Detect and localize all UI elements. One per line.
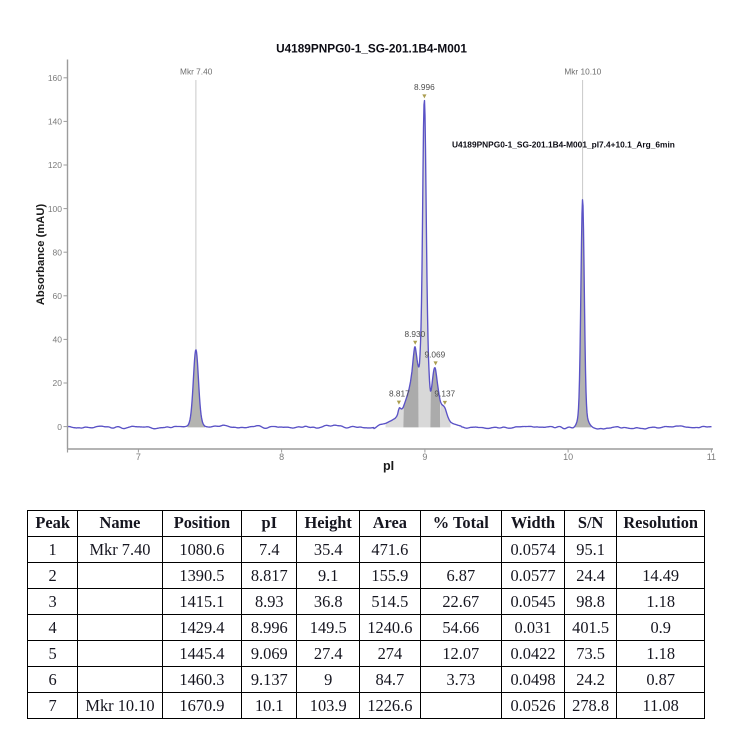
svg-text:7: 7	[136, 452, 141, 462]
svg-text:U4189PNPG0-1_SG-201.1B4-M001: U4189PNPG0-1_SG-201.1B4-M001	[276, 42, 467, 56]
svg-text:9: 9	[422, 452, 427, 462]
svg-text:60: 60	[53, 291, 63, 301]
svg-text:10: 10	[563, 452, 573, 462]
svg-text:8.930: 8.930	[405, 329, 426, 339]
svg-text:100: 100	[48, 204, 62, 214]
svg-text:Mkr 7.40: Mkr 7.40	[180, 67, 213, 77]
svg-text:0: 0	[57, 422, 62, 432]
svg-text:120: 120	[48, 160, 62, 170]
svg-text:40: 40	[53, 335, 63, 345]
svg-text:U4189PNPG0-1_SG-201.1B4-M001_p: U4189PNPG0-1_SG-201.1B4-M001_pI7.4+10.1_…	[452, 139, 675, 149]
svg-text:8.996: 8.996	[414, 82, 435, 92]
svg-text:11: 11	[707, 452, 716, 462]
svg-text:Mkr 10.10: Mkr 10.10	[564, 67, 601, 77]
svg-text:8.817: 8.817	[389, 388, 410, 398]
svg-text:9.069: 9.069	[425, 349, 446, 359]
svg-text:140: 140	[48, 117, 62, 127]
svg-text:80: 80	[53, 247, 63, 257]
svg-text:20: 20	[53, 378, 63, 388]
svg-text:160: 160	[48, 73, 62, 83]
svg-text:pI: pI	[383, 459, 394, 473]
svg-text:8: 8	[279, 452, 284, 462]
svg-text:Absorbance (mAU): Absorbance (mAU)	[35, 204, 47, 306]
svg-text:9.137: 9.137	[434, 388, 455, 398]
